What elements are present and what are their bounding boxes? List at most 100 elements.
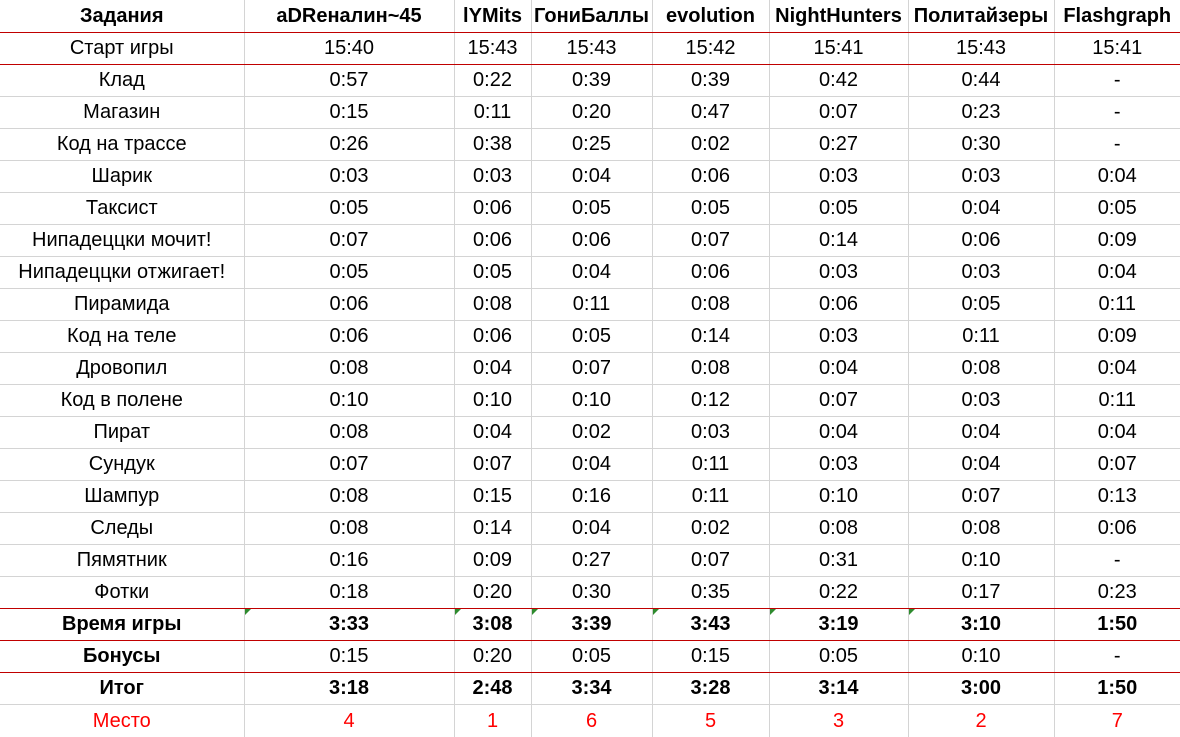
time-cell[interactable]: 0:04	[531, 448, 653, 481]
time-cell[interactable]: 0:05	[908, 288, 1055, 321]
time-cell[interactable]: 0:20	[531, 96, 653, 129]
time-cell[interactable]: 15:43	[531, 32, 653, 65]
total-cell[interactable]: 3:39	[531, 608, 653, 641]
team-header-cell[interactable]: Flashgraph	[1054, 0, 1180, 33]
team-header-cell[interactable]: evolution	[652, 0, 770, 33]
time-cell[interactable]: -	[1054, 544, 1180, 577]
time-cell[interactable]: 0:06	[769, 288, 909, 321]
place-cell[interactable]: 6	[531, 704, 653, 737]
row-label-cell[interactable]: Время игры	[0, 608, 245, 641]
time-cell[interactable]: 0:30	[531, 576, 653, 609]
time-cell[interactable]: 0:07	[769, 96, 909, 129]
time-cell[interactable]: 0:06	[244, 320, 455, 353]
time-cell[interactable]: 15:43	[454, 32, 532, 65]
time-cell[interactable]: 0:03	[769, 160, 909, 193]
place-cell[interactable]: 3	[769, 704, 909, 737]
task-label-cell[interactable]: Код на трассе	[0, 128, 245, 161]
time-cell[interactable]: 0:11	[652, 448, 770, 481]
time-cell[interactable]: 0:13	[1054, 480, 1180, 513]
time-cell[interactable]: 0:07	[244, 448, 455, 481]
total-cell[interactable]: 3:10	[908, 608, 1055, 641]
bonus-cell[interactable]: 0:10	[908, 640, 1055, 673]
time-cell[interactable]: -	[1054, 64, 1180, 97]
bonus-cell[interactable]: 0:05	[769, 640, 909, 673]
time-cell[interactable]: 0:08	[652, 352, 770, 385]
time-cell[interactable]: 0:04	[1054, 416, 1180, 449]
place-cell[interactable]: 4	[244, 704, 455, 737]
time-cell[interactable]: 0:02	[652, 512, 770, 545]
task-label-cell[interactable]: Дровопил	[0, 352, 245, 385]
time-cell[interactable]: 0:08	[908, 352, 1055, 385]
time-cell[interactable]: 0:04	[908, 192, 1055, 225]
time-cell[interactable]: 0:26	[244, 128, 455, 161]
bonus-cell[interactable]: 0:15	[652, 640, 770, 673]
time-cell[interactable]: 0:04	[531, 512, 653, 545]
time-cell[interactable]: 0:09	[454, 544, 532, 577]
time-cell[interactable]: 0:07	[454, 448, 532, 481]
time-cell[interactable]: 0:06	[652, 160, 770, 193]
time-cell[interactable]: 0:07	[531, 352, 653, 385]
time-cell[interactable]: -	[1054, 96, 1180, 129]
time-cell[interactable]: 0:06	[531, 224, 653, 257]
team-header-cell[interactable]: ГониБаллы	[531, 0, 653, 33]
team-header-cell[interactable]: lYMits	[454, 0, 532, 33]
time-cell[interactable]: 15:40	[244, 32, 455, 65]
time-cell[interactable]: 0:04	[908, 416, 1055, 449]
bonus-cell[interactable]: 0:05	[531, 640, 653, 673]
time-cell[interactable]: 0:30	[908, 128, 1055, 161]
place-cell[interactable]: 5	[652, 704, 770, 737]
time-cell[interactable]: 0:03	[244, 160, 455, 193]
total-cell[interactable]: 3:08	[454, 608, 532, 641]
task-label-cell[interactable]: Код на теле	[0, 320, 245, 353]
time-cell[interactable]: 0:14	[652, 320, 770, 353]
time-cell[interactable]: 0:23	[908, 96, 1055, 129]
result-cell[interactable]: 3:28	[652, 672, 770, 705]
time-cell[interactable]: 0:05	[531, 320, 653, 353]
task-label-cell[interactable]: Пирамида	[0, 288, 245, 321]
task-label-cell[interactable]: Пират	[0, 416, 245, 449]
time-cell[interactable]: 0:08	[244, 480, 455, 513]
task-label-cell[interactable]: Фотки	[0, 576, 245, 609]
time-cell[interactable]: 0:11	[1054, 384, 1180, 417]
time-cell[interactable]: 0:11	[454, 96, 532, 129]
time-cell[interactable]: 0:06	[652, 256, 770, 289]
time-cell[interactable]: 0:11	[908, 320, 1055, 353]
time-cell[interactable]: 0:04	[531, 160, 653, 193]
row-label-cell[interactable]: Старт игры	[0, 32, 245, 65]
time-cell[interactable]: 0:07	[769, 384, 909, 417]
time-cell[interactable]: 0:22	[769, 576, 909, 609]
time-cell[interactable]: 0:23	[1054, 576, 1180, 609]
place-cell[interactable]: 1	[454, 704, 532, 737]
time-cell[interactable]: 0:04	[1054, 160, 1180, 193]
time-cell[interactable]: 0:05	[652, 192, 770, 225]
time-cell[interactable]: 0:08	[769, 512, 909, 545]
time-cell[interactable]: 0:02	[652, 128, 770, 161]
result-cell[interactable]: 3:14	[769, 672, 909, 705]
time-cell[interactable]: 0:44	[908, 64, 1055, 97]
time-cell[interactable]: 0:11	[531, 288, 653, 321]
time-cell[interactable]: 0:04	[769, 416, 909, 449]
time-cell[interactable]: 0:08	[908, 512, 1055, 545]
task-label-cell[interactable]: Шарик	[0, 160, 245, 193]
time-cell[interactable]: 0:10	[244, 384, 455, 417]
tasks-header-cell[interactable]: Задания	[0, 0, 245, 33]
task-label-cell[interactable]: Пямятник	[0, 544, 245, 577]
time-cell[interactable]: 0:14	[454, 512, 532, 545]
time-cell[interactable]: 0:06	[454, 320, 532, 353]
time-cell[interactable]: 0:14	[769, 224, 909, 257]
time-cell[interactable]: 0:11	[652, 480, 770, 513]
time-cell[interactable]: 0:03	[908, 256, 1055, 289]
place-cell[interactable]: 2	[908, 704, 1055, 737]
time-cell[interactable]: 0:08	[454, 288, 532, 321]
result-cell[interactable]: 3:34	[531, 672, 653, 705]
time-cell[interactable]: 0:27	[769, 128, 909, 161]
time-cell[interactable]: 0:16	[244, 544, 455, 577]
result-cell[interactable]: 2:48	[454, 672, 532, 705]
time-cell[interactable]: 0:05	[454, 256, 532, 289]
time-cell[interactable]: 0:07	[908, 480, 1055, 513]
task-label-cell[interactable]: Код в полене	[0, 384, 245, 417]
time-cell[interactable]: 0:15	[454, 480, 532, 513]
time-cell[interactable]: 0:08	[244, 416, 455, 449]
time-cell[interactable]: 0:03	[769, 256, 909, 289]
total-cell[interactable]: 3:19	[769, 608, 909, 641]
